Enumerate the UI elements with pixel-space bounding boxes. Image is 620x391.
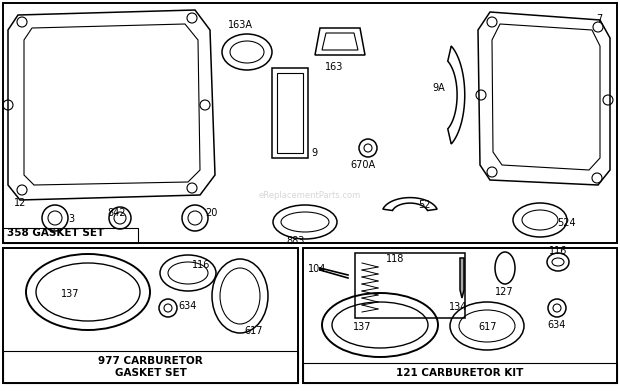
Text: 617: 617 — [244, 326, 262, 336]
Text: 883: 883 — [286, 236, 304, 246]
Text: 977 CARBURETOR
GASKET SET: 977 CARBURETOR GASKET SET — [98, 356, 203, 378]
Text: 12: 12 — [14, 198, 27, 208]
Text: 163A: 163A — [228, 20, 253, 30]
Text: 9: 9 — [311, 148, 317, 158]
Text: 842: 842 — [107, 208, 125, 218]
Text: 52: 52 — [418, 200, 430, 210]
Text: 524: 524 — [557, 218, 575, 228]
Text: 116: 116 — [549, 246, 567, 256]
Text: 358 GASKET SET: 358 GASKET SET — [7, 228, 104, 238]
Text: 116: 116 — [192, 260, 210, 270]
Text: 3: 3 — [68, 214, 74, 224]
Text: 163: 163 — [325, 62, 343, 72]
Bar — [277, 73, 303, 153]
Bar — [303, 248, 617, 383]
Text: 104: 104 — [308, 264, 326, 274]
Bar — [3, 3, 617, 243]
Text: 670A: 670A — [350, 160, 375, 170]
Bar — [3, 248, 298, 383]
Text: 7: 7 — [596, 14, 602, 24]
Text: 9A: 9A — [432, 83, 445, 93]
Text: 121 CARBURETOR KIT: 121 CARBURETOR KIT — [396, 368, 524, 378]
Text: 137: 137 — [353, 322, 371, 332]
Text: 634: 634 — [178, 301, 197, 311]
Text: 118: 118 — [386, 254, 404, 264]
Bar — [3, 228, 138, 243]
Text: 634: 634 — [548, 320, 566, 330]
Polygon shape — [460, 258, 464, 298]
Bar — [3, 351, 298, 383]
Bar — [355, 253, 465, 318]
Text: eReplacementParts.com: eReplacementParts.com — [259, 190, 361, 199]
Text: 137: 137 — [61, 289, 79, 299]
Text: 134: 134 — [449, 302, 467, 312]
Bar — [303, 363, 617, 383]
Text: 127: 127 — [495, 287, 513, 297]
Bar — [272, 68, 308, 158]
Text: 20: 20 — [205, 208, 218, 218]
Text: 617: 617 — [479, 322, 497, 332]
